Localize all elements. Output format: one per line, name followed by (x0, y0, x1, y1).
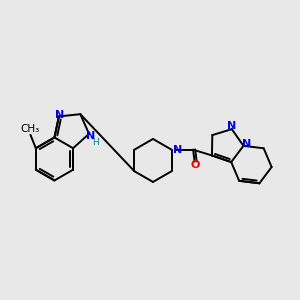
Text: N: N (85, 130, 95, 141)
Text: N: N (226, 121, 236, 131)
Text: H: H (92, 138, 99, 147)
Text: N: N (56, 110, 65, 120)
Text: N: N (242, 139, 251, 149)
Text: CH₃: CH₃ (21, 124, 40, 134)
Text: N: N (173, 145, 183, 155)
Text: O: O (190, 160, 200, 170)
